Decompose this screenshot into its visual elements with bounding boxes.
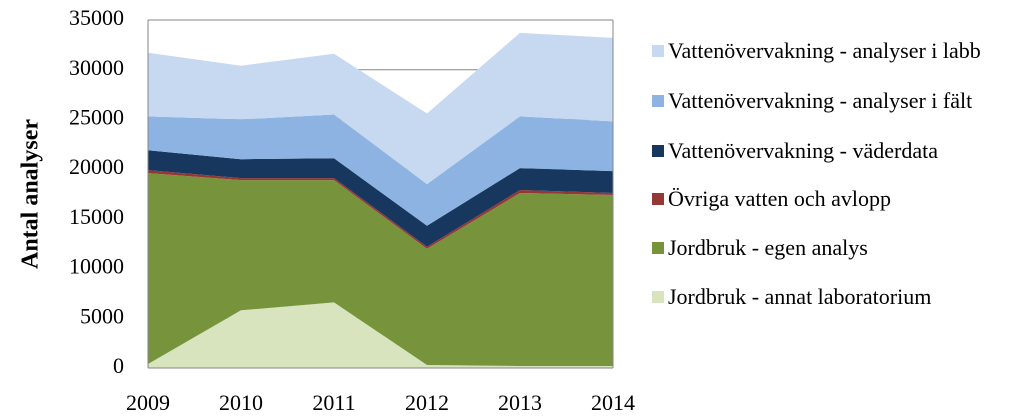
x-tick-label: 2010 (219, 390, 263, 415)
y-tick-label: 35000 (69, 5, 124, 30)
legend-label: Vattenövervakning - väderdata (668, 138, 938, 163)
area (148, 32, 613, 185)
area (148, 173, 613, 366)
y-tick-label: 5000 (80, 303, 124, 328)
y-tick-label: 30000 (69, 55, 124, 80)
y-axis-label: Antal analyser (18, 119, 44, 269)
legend-swatch (652, 291, 664, 303)
legend-swatch (652, 145, 664, 157)
areas (148, 32, 613, 368)
y-tick-label: 0 (113, 353, 124, 378)
legend-swatch (652, 242, 664, 254)
x-tick-label: 2011 (312, 390, 355, 415)
area (148, 302, 613, 368)
legend-swatch (652, 95, 664, 107)
legend-label: Jordbruk - annat laboratorium (668, 284, 932, 309)
legend-swatch (652, 45, 664, 57)
x-tick-label: 2013 (498, 390, 542, 415)
legend-swatch (652, 193, 664, 205)
legend-label: Jordbruk - egen analys (668, 235, 868, 260)
area (148, 150, 613, 247)
x-tick-label: 2012 (405, 390, 449, 415)
legend-label: Vattenövervakning - analyser i labb (668, 38, 981, 63)
y-tick-label: 15000 (69, 204, 124, 229)
y-tick-label: 20000 (69, 154, 124, 179)
area (148, 114, 613, 226)
legend-label: Övriga vatten och avlopp (668, 186, 891, 211)
legend-label: Vattenövervakning - analyser i fält (668, 88, 973, 113)
x-tick-label: 2009 (126, 390, 170, 415)
y-tick-label: 25000 (69, 104, 124, 129)
x-tick-label: 2014 (591, 390, 635, 415)
y-tick-label: 10000 (69, 254, 124, 279)
